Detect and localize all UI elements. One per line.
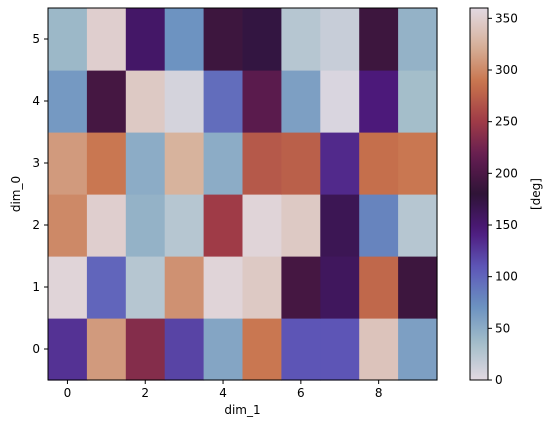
heatmap-cell-0-8 (359, 318, 399, 381)
heatmap-cell-4-7 (320, 70, 360, 133)
heatmap-cell-0-5 (242, 318, 282, 381)
heatmap-cell-0-3 (164, 318, 205, 381)
heatmap-cell-5-2 (125, 8, 166, 71)
colorbar-tick-label: 0 (495, 373, 503, 387)
heatmap-cell-1-4 (203, 256, 244, 319)
heatmap-cell-5-5 (242, 8, 282, 71)
heatmap-cell-5-3 (164, 8, 205, 71)
colorbar-tick-label: 50 (495, 321, 510, 335)
heatmap-cell-0-0 (48, 318, 88, 381)
heatmap-cell-0-9 (398, 318, 438, 381)
heatmap-cell-1-3 (164, 256, 205, 319)
heatmap-cell-1-7 (320, 256, 360, 319)
heatmap-cell-4-3 (164, 70, 205, 133)
heatmap-cell-0-2 (125, 318, 166, 381)
colorbar-tick-label: 300 (495, 63, 518, 77)
y-axis-ticks: 0 1 2 3 4 5 (32, 32, 48, 356)
heatmap-cell-3-2 (125, 132, 166, 195)
colorbar-tick-label: 100 (495, 270, 518, 284)
heatmap-cell-2-1 (86, 194, 127, 257)
heatmap-cell-4-5 (242, 70, 282, 133)
heatmap-cell-3-7 (320, 132, 360, 195)
heatmap-cell-1-6 (281, 256, 321, 319)
heatmap-cell-2-5 (242, 194, 282, 257)
heatmap-cell-4-6 (281, 70, 321, 133)
heatmap-cell-3-0 (48, 132, 88, 195)
colorbar-tick-label: 250 (495, 115, 518, 129)
heatmap-cell-2-7 (320, 194, 360, 257)
x-tick-label: 2 (141, 386, 149, 400)
colorbar-tick-label: 150 (495, 218, 518, 232)
heatmap-cell-5-7 (320, 8, 360, 71)
x-tick-label: 6 (297, 386, 305, 400)
colorbar-label: [deg] (529, 178, 543, 210)
heatmap-cells (48, 8, 438, 381)
heatmap-cell-2-4 (203, 194, 244, 257)
plot-frame (47, 7, 438, 381)
heatmap-cell-5-6 (281, 8, 321, 71)
heatmap-cell-3-1 (86, 132, 127, 195)
y-tick-label: 1 (32, 280, 40, 294)
y-tick-label: 5 (32, 32, 40, 46)
heatmap-cell-0-6 (281, 318, 321, 381)
heatmap-cell-4-9 (398, 70, 438, 133)
heatmap-cell-2-3 (164, 194, 205, 257)
x-tick-label: 4 (219, 386, 227, 400)
heatmap-cell-1-9 (398, 256, 438, 319)
heatmap-cell-0-7 (320, 318, 360, 381)
heatmap-cell-0-4 (203, 318, 244, 381)
heatmap-cell-1-1 (86, 256, 127, 319)
heatmap-cell-5-9 (398, 8, 438, 71)
heatmap-cell-1-5 (242, 256, 282, 319)
heatmap-cell-2-2 (125, 194, 166, 257)
heatmap-cell-4-2 (125, 70, 166, 133)
heatmap-cell-5-1 (86, 8, 127, 71)
heatmap-cell-5-8 (359, 8, 399, 71)
y-tick-label: 3 (32, 156, 40, 170)
heatmap-cell-3-8 (359, 132, 399, 195)
heatmap-cell-3-5 (242, 132, 282, 195)
heatmap-cell-2-6 (281, 194, 321, 257)
colorbar-ticks: 0 50 100 150 200 250 300 350 (488, 11, 518, 387)
colorbar-tick-label: 200 (495, 166, 518, 180)
heatmap-cell-3-3 (164, 132, 205, 195)
heatmap-cell-3-6 (281, 132, 321, 195)
heatmap-cell-4-1 (86, 70, 127, 133)
x-tick-label: 8 (375, 386, 383, 400)
heatmap-cell-0-1 (86, 318, 127, 381)
heatmap-cell-1-2 (125, 256, 166, 319)
y-axis-label: dim_0 (9, 176, 23, 212)
x-tick-label: 0 (64, 386, 72, 400)
heatmap-cell-5-4 (203, 8, 244, 71)
x-axis-ticks: 0 2 4 6 8 (64, 380, 383, 400)
heatmap-cell-5-0 (48, 8, 88, 71)
heatmap-cell-4-8 (359, 70, 399, 133)
heatmap-cell-4-0 (48, 70, 88, 133)
heatmap-cell-1-0 (48, 256, 88, 319)
heatmap-cell-3-4 (203, 132, 244, 195)
heatmap-cell-1-8 (359, 256, 399, 319)
colorbar (469, 7, 489, 381)
x-axis-label: dim_1 (224, 403, 260, 417)
heatmap-cell-3-9 (398, 132, 438, 195)
y-tick-label: 4 (32, 94, 40, 108)
heatmap-cell-4-4 (203, 70, 244, 133)
colorbar-tick-label: 350 (495, 11, 518, 25)
heatmap-cell-2-0 (48, 194, 88, 257)
heatmap-cell-2-9 (398, 194, 438, 257)
y-tick-label: 2 (32, 218, 40, 232)
y-tick-label: 0 (32, 342, 40, 356)
heatmap-cell-2-8 (359, 194, 399, 257)
